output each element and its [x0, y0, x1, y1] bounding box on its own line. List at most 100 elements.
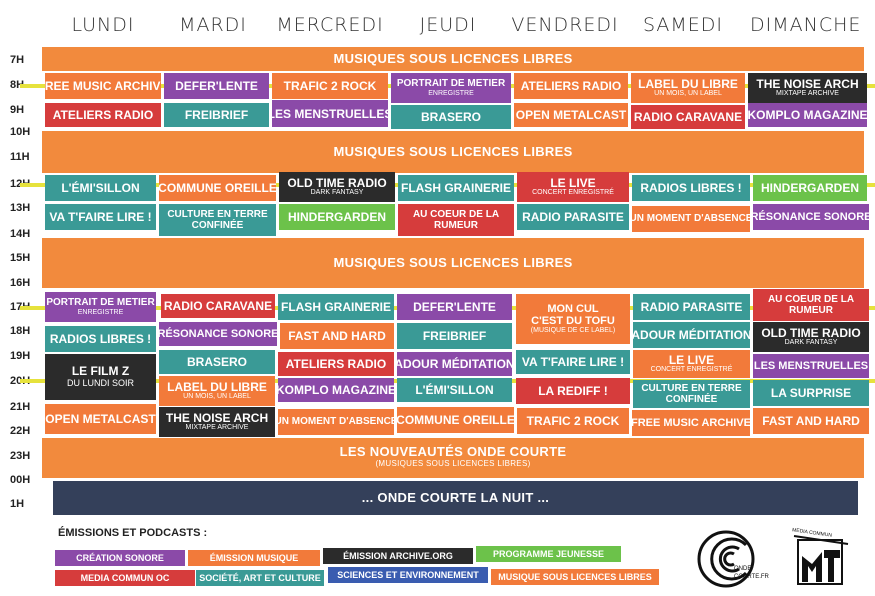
day-samedi: SAMEDI: [642, 14, 724, 36]
legend-item: SOCIÉTÉ, ART ET CULTURE: [196, 570, 324, 586]
show-cell[interactable]: LES MENSTRUELLES: [272, 100, 388, 127]
onde-courte-logo: ONDE COURTE.FR: [692, 527, 770, 591]
show-cell[interactable]: LE LIVE CONCERT ENREGISTRÉ: [633, 350, 750, 378]
show-cell[interactable]: LE FILM Z DU LUNDI SOIR: [45, 354, 156, 400]
hour-label: 10H: [10, 126, 31, 138]
show-cell[interactable]: OLD TIME RADIO DARK FANTASY: [279, 172, 395, 202]
day-dimanche: DIMANCHE: [750, 14, 862, 36]
band-label: LES NOUVEAUTÉS ONDE COURTE: [339, 444, 567, 459]
band-musiques-libres[interactable]: MUSIQUES SOUS LICENCES LIBRES: [42, 47, 864, 71]
show-cell[interactable]: LABEL DU LIBRE UN MOIS, UN LABEL: [631, 73, 745, 103]
show-cell[interactable]: FAST AND HARD: [753, 408, 869, 434]
show-cell[interactable]: UN MOMENT D'ABSENCE: [278, 409, 394, 435]
hour-label: 22H: [10, 425, 31, 437]
show-cell[interactable]: FLASH GRAINERIE: [398, 175, 514, 201]
hour-label: 15H: [10, 252, 31, 264]
band-musiques-libres[interactable]: MUSIQUES SOUS LICENCES LIBRES: [42, 131, 864, 173]
day-vendredi: VENDREDI: [511, 14, 619, 36]
show-cell[interactable]: ATELIERS RADIO: [278, 352, 394, 376]
show-cell[interactable]: ATELIERS RADIO: [514, 73, 628, 99]
band-nouveautes[interactable]: LES NOUVEAUTÉS ONDE COURTE (MUSIQUES SOU…: [42, 438, 864, 478]
show-cell[interactable]: COMMUNE OREILLE: [159, 175, 276, 201]
hour-label: 16H: [10, 277, 31, 289]
hour-label: 19H: [10, 350, 31, 362]
show-cell[interactable]: AU COEUR DE LA RUMEUR: [753, 289, 869, 321]
day-lundi: LUNDI: [71, 14, 135, 36]
show-cell[interactable]: ADOUR MÉDITATION: [633, 322, 750, 348]
legend-item: SCIENCES ET ENVIRONNEMENT: [328, 567, 488, 583]
band-label: MUSIQUES SOUS LICENCES LIBRES: [333, 255, 573, 270]
show-cell[interactable]: FREE MUSIC ARCHIVE: [45, 73, 161, 99]
show-cell[interactable]: TRAFIC 2 ROCK: [517, 408, 629, 434]
band-label: ... ONDE COURTE LA NUIT ...: [361, 490, 550, 505]
legend-item: ÉMISSION ARCHIVE.ORG: [323, 548, 473, 564]
show-cell[interactable]: FREE MUSIC ARCHIVE: [632, 410, 750, 436]
hour-label: 1H: [10, 498, 25, 510]
show-cell[interactable]: THE NOISE ARCH MIXTAPE ARCHIVE: [748, 73, 867, 103]
show-cell[interactable]: HINDERGARDEN: [279, 204, 395, 230]
show-cell[interactable]: CULTURE EN TERRE CONFINÉE: [633, 380, 750, 408]
show-cell[interactable]: MON CUL C'EST DU TOFU (MUSIQUE DE CE LABEL…: [516, 294, 630, 344]
show-cell[interactable]: L'ÉMI'SILLON: [397, 378, 512, 402]
legend-item: ÉMISSION MUSIQUE: [188, 550, 320, 566]
show-cell[interactable]: PORTRAIT DE METIER ENREGISTRE: [45, 292, 156, 322]
legend-item: CRÉATION SONORE: [55, 550, 185, 566]
show-cell[interactable]: KOMPLO MAGAZINE: [278, 378, 394, 402]
show-cell[interactable]: LA REDIFF !: [516, 378, 630, 404]
show-cell[interactable]: FREIBRIEF: [164, 103, 269, 127]
show-cell[interactable]: OPEN METALCAST: [45, 404, 156, 434]
show-cell[interactable]: HINDERGARDEN: [753, 175, 867, 201]
show-cell[interactable]: BRASERO: [159, 350, 275, 374]
show-cell[interactable]: RADIO CARAVANE: [631, 105, 745, 129]
show-cell[interactable]: OLD TIME RADIO DARK FANTASY: [753, 322, 869, 352]
show-cell[interactable]: UN MOMENT D'ABSENCE: [632, 206, 750, 232]
show-cell[interactable]: LA SURPRISE: [753, 380, 869, 406]
show-cell[interactable]: VA T'FAIRE LIRE !: [516, 350, 630, 374]
show-cell[interactable]: TRAFIC 2 ROCK: [272, 73, 388, 99]
day-mercredi: MERCREDI: [276, 14, 384, 36]
show-cell[interactable]: RADIOS LIBRES !: [45, 326, 156, 352]
band-label: MUSIQUES SOUS LICENCES LIBRES: [333, 51, 573, 66]
show-cell[interactable]: L'ÉMI'SILLON: [45, 175, 156, 201]
hour-label: 23H: [10, 450, 31, 462]
hour-label: 18H: [10, 325, 31, 337]
band-sublabel: (MUSIQUES SOUS LICENCES LIBRES): [375, 459, 531, 468]
show-cell[interactable]: ADOUR MÉDITATION: [397, 352, 512, 376]
show-cell[interactable]: RADIO PARASITE: [633, 294, 750, 320]
show-cell[interactable]: PORTRAIT DE METIER ENREGISTRE: [391, 73, 511, 103]
show-cell[interactable]: RÉSONANCE SONORE: [159, 322, 277, 346]
hour-label: 11H: [10, 151, 30, 163]
show-cell[interactable]: FLASH GRAINERIE: [278, 294, 394, 320]
day-mardi: MARDI: [179, 14, 247, 36]
show-cell[interactable]: RÉSONANCE SONORE: [753, 204, 869, 230]
show-cell[interactable]: THE NOISE ARCH MIXTAPE ARCHIVE: [159, 407, 275, 437]
show-cell[interactable]: RADIOS LIBRES !: [632, 175, 750, 201]
show-cell[interactable]: CULTURE EN TERRE CONFINÉE: [159, 204, 276, 236]
show-cell[interactable]: VA T'FAIRE LIRE !: [45, 204, 156, 230]
show-cell[interactable]: DEFER'LENTE: [164, 73, 269, 99]
legend-item: MUSIQUE SOUS LICENCES LIBRES: [491, 569, 659, 585]
show-cell[interactable]: RADIO CARAVANE: [161, 294, 275, 318]
show-cell[interactable]: FAST AND HARD: [280, 323, 394, 349]
show-cell[interactable]: LE LIVE CONCERT ENREGISTRÉ: [517, 172, 629, 202]
legend-item: MEDIA COMMUN OC: [55, 570, 195, 586]
show-cell[interactable]: OPEN METALCAST: [514, 103, 628, 127]
hour-label: 7H: [10, 54, 25, 66]
band-musiques-libres[interactable]: MUSIQUES SOUS LICENCES LIBRES: [42, 238, 864, 288]
show-cell[interactable]: AU COEUR DE LA RUMEUR: [398, 204, 514, 236]
show-cell[interactable]: LES MENSTRUELLES: [753, 354, 869, 378]
hour-label: 14H: [10, 228, 31, 240]
day-jeudi: JEUDI: [419, 14, 477, 36]
hour-label: 8H: [10, 79, 25, 91]
show-cell[interactable]: BRASERO: [391, 105, 511, 129]
show-cell[interactable]: LABEL DU LIBRE UN MOIS, UN LABEL: [159, 376, 275, 406]
show-cell[interactable]: DEFER'LENTE: [397, 294, 512, 320]
show-cell[interactable]: KOMPLO MAGAZINE: [748, 103, 867, 127]
show-cell[interactable]: COMMUNE OREILLE: [397, 407, 514, 433]
hour-label: 9H: [10, 104, 25, 116]
show-cell[interactable]: FREIBRIEF: [397, 323, 512, 349]
show-cell[interactable]: RADIO PARASITE: [517, 204, 629, 230]
show-cell[interactable]: ATELIERS RADIO: [45, 103, 161, 127]
hour-label: 13H: [10, 202, 31, 214]
band-nuit[interactable]: ... ONDE COURTE LA NUIT ...: [53, 481, 858, 515]
